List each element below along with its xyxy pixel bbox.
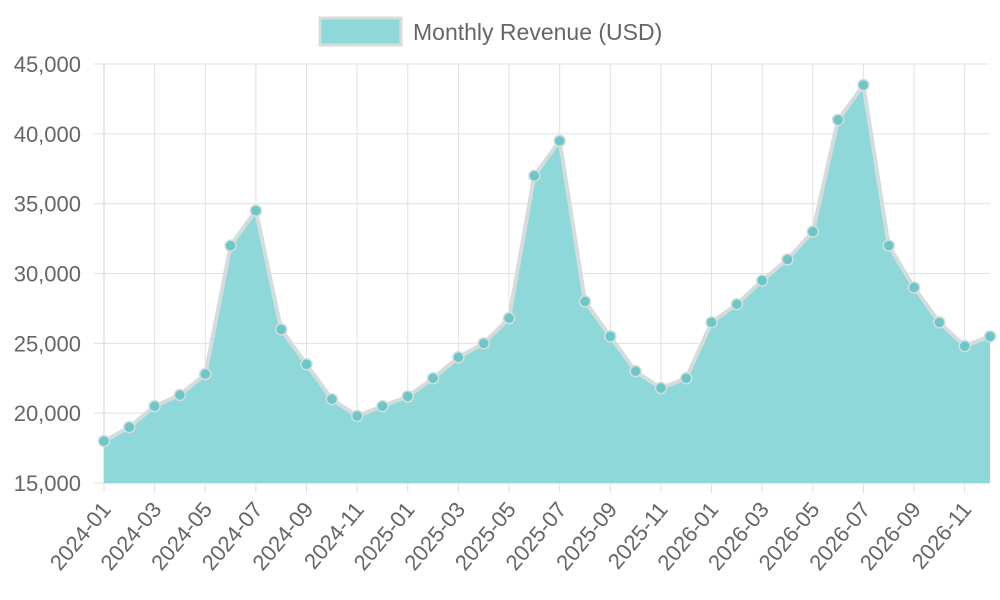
legend-label: Monthly Revenue (USD) [413, 19, 662, 45]
data-point[interactable] [502, 311, 516, 325]
data-point[interactable] [983, 330, 997, 343]
data-point[interactable] [97, 434, 111, 448]
data-point[interactable] [781, 253, 794, 266]
data-point[interactable] [654, 381, 668, 395]
data-point[interactable] [604, 330, 617, 343]
data-point[interactable] [528, 169, 541, 182]
data-point[interactable] [123, 420, 136, 434]
data-point[interactable] [452, 351, 465, 364]
data-point[interactable] [857, 78, 870, 92]
data-point[interactable] [755, 274, 769, 287]
legend[interactable]: Monthly Revenue (USD) [318, 16, 662, 47]
y-tick-label: 40,000 [14, 122, 81, 147]
data-point[interactable] [907, 281, 921, 294]
y-tick-label: 20,000 [14, 401, 81, 426]
data-point[interactable] [730, 297, 744, 311]
x-axis: 2024-012024-032024-052024-072024-092024-… [45, 497, 977, 575]
data-point[interactable] [882, 239, 895, 252]
data-point[interactable] [325, 392, 339, 406]
y-tick-label: 30,000 [14, 262, 81, 287]
data-point[interactable] [806, 225, 820, 238]
data-point[interactable] [477, 337, 490, 350]
data-point[interactable] [426, 372, 440, 385]
y-tick-label: 45,000 [14, 52, 81, 77]
data-point[interactable] [933, 316, 946, 329]
y-axis: 15,000 20,000 25,000 30,000 35,000 40,000 45,0… [14, 52, 81, 496]
data-point[interactable] [350, 409, 364, 423]
legend-swatch [318, 16, 403, 47]
series-area [104, 85, 990, 483]
data-point[interactable] [553, 134, 566, 148]
data-point[interactable] [705, 316, 718, 329]
y-tick-label: 25,000 [14, 331, 81, 356]
data-point[interactable] [224, 239, 237, 252]
data-point[interactable] [578, 295, 592, 308]
data-point[interactable] [199, 367, 212, 381]
series-line [103, 83, 991, 443]
data-point[interactable] [958, 339, 971, 353]
data-point[interactable] [679, 372, 693, 385]
data-point[interactable] [831, 113, 845, 127]
data-point[interactable] [401, 390, 415, 403]
data-point[interactable] [376, 399, 389, 413]
data-point[interactable] [148, 399, 161, 413]
data-point[interactable] [173, 388, 187, 402]
data-point[interactable] [300, 358, 313, 371]
y-tick-label: 35,000 [14, 192, 81, 217]
series-revenue [97, 78, 997, 483]
data-point[interactable] [249, 204, 263, 217]
y-tick-label: 15,000 [14, 471, 81, 496]
data-point[interactable] [274, 323, 288, 336]
data-point[interactable] [629, 365, 642, 378]
